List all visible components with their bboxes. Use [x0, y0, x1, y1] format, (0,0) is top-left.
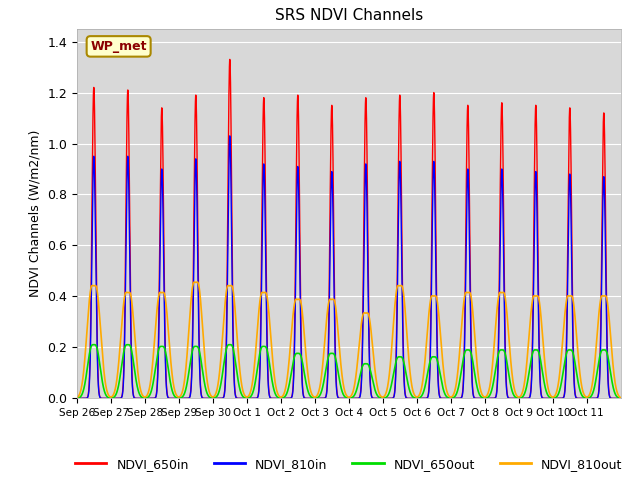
Legend: NDVI_650in, NDVI_810in, NDVI_650out, NDVI_810out: NDVI_650in, NDVI_810in, NDVI_650out, NDV… [70, 453, 628, 476]
NDVI_650in [270, 396, 278, 401]
NDVI_810in [226, 133, 234, 139]
Line: NDVI_650in: NDVI_650in [77, 60, 621, 398]
NDVI_650in [73, 396, 81, 401]
NDVI_650out [125, 342, 132, 348]
NDVI_650in [476, 396, 484, 401]
NDVI_810in [476, 396, 484, 401]
Text: WP_met: WP_met [90, 40, 147, 53]
NDVI_810out [476, 385, 484, 391]
NDVI_650in [617, 396, 625, 401]
NDVI_650in [226, 57, 234, 62]
NDVI_810out [617, 395, 625, 401]
NDVI_650in [395, 136, 403, 142]
NDVI_810in [270, 396, 278, 401]
NDVI_650out [506, 374, 513, 380]
NDVI_810in [617, 396, 625, 401]
Line: NDVI_810out: NDVI_810out [77, 282, 621, 398]
NDVI_650in [506, 396, 513, 401]
NDVI_810in [100, 396, 108, 401]
NDVI_650out [73, 396, 81, 401]
NDVI_650out [395, 354, 403, 360]
Y-axis label: NDVI Channels (W/m2/nm): NDVI Channels (W/m2/nm) [29, 130, 42, 297]
NDVI_650out [476, 393, 484, 398]
NDVI_650out [617, 396, 625, 401]
NDVI_810out [506, 339, 513, 345]
NDVI_650out [419, 392, 426, 397]
Line: NDVI_810in: NDVI_810in [77, 136, 621, 398]
NDVI_650in [100, 396, 108, 401]
NDVI_810out [100, 371, 108, 376]
NDVI_650out [270, 386, 278, 392]
NDVI_810in [73, 396, 81, 401]
Title: SRS NDVI Channels: SRS NDVI Channels [275, 9, 423, 24]
NDVI_810in [395, 193, 403, 199]
NDVI_650out [100, 387, 108, 393]
NDVI_810in [419, 396, 426, 401]
Line: NDVI_650out: NDVI_650out [77, 345, 621, 398]
NDVI_810in [506, 396, 513, 401]
NDVI_810out [191, 279, 198, 285]
NDVI_810out [270, 369, 278, 375]
NDVI_810out [395, 283, 403, 288]
NDVI_650in [419, 396, 426, 401]
NDVI_810out [73, 395, 81, 400]
NDVI_810out [419, 380, 426, 385]
